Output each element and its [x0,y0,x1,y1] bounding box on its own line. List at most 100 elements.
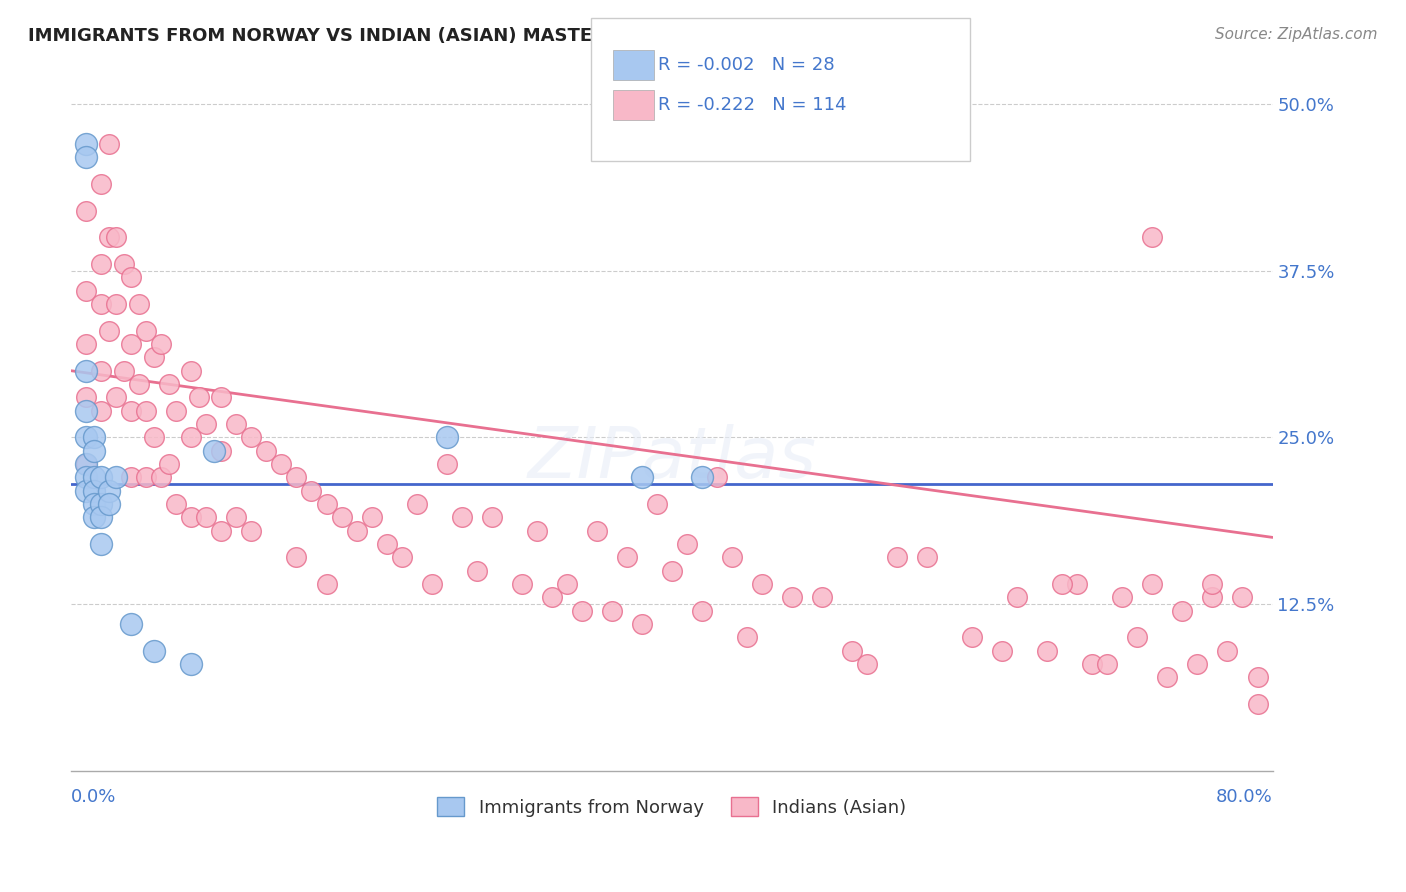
Point [1081,657,1104,671]
Point [285,470,308,484]
Point [1126,631,1149,645]
Point [661,564,683,578]
Point [420,577,443,591]
Point [83,483,105,498]
Point [120,270,142,285]
Point [90,510,112,524]
Point [1097,657,1119,671]
Point [585,524,607,538]
Point [75,137,97,152]
Point [120,470,142,484]
Text: R = -0.222   N = 114: R = -0.222 N = 114 [658,96,846,114]
Point [346,524,368,538]
Text: ZIPatlas: ZIPatlas [527,425,817,493]
Point [97,483,120,498]
Point [780,591,803,605]
Point [465,564,488,578]
Point [135,470,157,484]
Point [83,443,105,458]
Point [405,497,427,511]
Point [841,643,863,657]
Point [75,457,97,471]
Point [436,430,458,444]
Point [83,430,105,444]
Point [526,524,548,538]
Point [97,230,120,244]
Point [540,591,562,605]
Point [256,443,278,458]
Text: R = -0.002   N = 28: R = -0.002 N = 28 [658,56,835,74]
Point [128,297,150,311]
Point [240,524,263,538]
Point [75,403,97,417]
Point [555,577,578,591]
Point [120,403,142,417]
Point [510,577,533,591]
Point [915,550,938,565]
Point [631,617,654,632]
Point [721,550,744,565]
Point [1007,591,1029,605]
Point [90,403,112,417]
Point [90,470,112,484]
Point [1201,591,1223,605]
Point [436,457,458,471]
Point [1216,643,1239,657]
Point [120,617,142,632]
Point [450,510,472,524]
Point [97,137,120,152]
Point [571,604,593,618]
Point [600,604,623,618]
Point [330,510,353,524]
Point [150,470,173,484]
Point [1142,577,1164,591]
Point [690,604,713,618]
Point [90,497,112,511]
Point [1142,230,1164,244]
Point [209,443,232,458]
Point [1246,697,1268,711]
Point [75,364,97,378]
Point [180,510,202,524]
Point [105,230,128,244]
Point [75,391,97,405]
Point [706,470,728,484]
Point [1187,657,1209,671]
Point [751,577,773,591]
Point [150,337,173,351]
Point [360,510,382,524]
Point [616,550,638,565]
Point [195,417,218,431]
Point [135,403,157,417]
Point [75,470,97,484]
Point [676,537,699,551]
Point [128,377,150,392]
Point [83,497,105,511]
Point [1111,591,1133,605]
Point [202,443,225,458]
Point [1066,577,1088,591]
Point [187,391,209,405]
Point [142,643,165,657]
Point [75,483,97,498]
Point [240,430,263,444]
Point [135,324,157,338]
Point [631,470,654,484]
Point [180,430,202,444]
Text: 80.0%: 80.0% [1216,788,1272,805]
Point [105,470,128,484]
Point [75,337,97,351]
Point [315,497,337,511]
Point [225,510,247,524]
Point [180,364,202,378]
Point [165,497,187,511]
Point [811,591,834,605]
Point [195,510,218,524]
Point [225,417,247,431]
Point [90,537,112,551]
Point [97,497,120,511]
Point [1246,670,1268,684]
Point [209,391,232,405]
Point [1156,670,1178,684]
Point [180,657,202,671]
